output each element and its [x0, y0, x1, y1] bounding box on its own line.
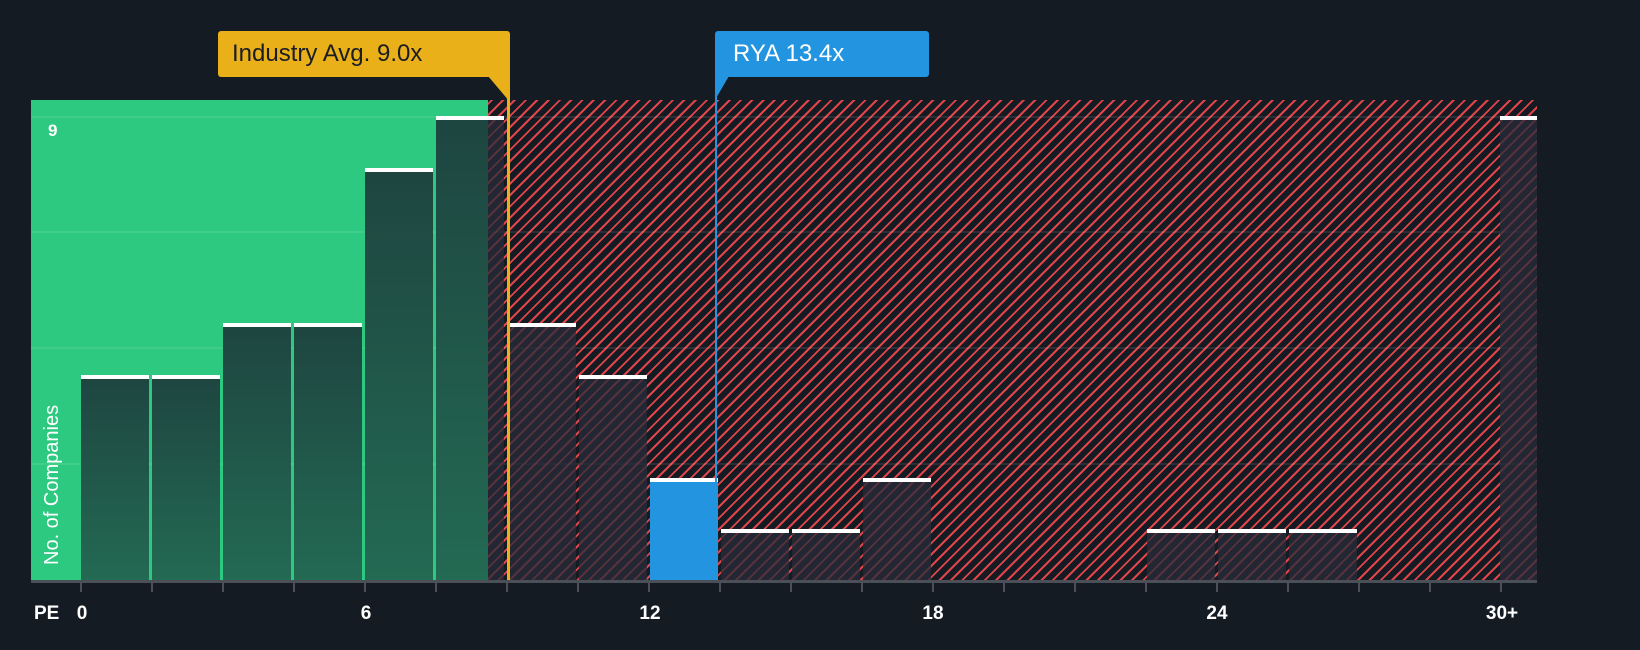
company-callout-pointer: [715, 76, 729, 100]
x-tick: [719, 583, 721, 592]
x-tick: [648, 583, 650, 592]
x-tick-label: 30+: [1485, 603, 1519, 624]
histogram-bar[interactable]: [1289, 529, 1357, 581]
gridline: [31, 231, 1537, 233]
histogram-bar[interactable]: [1147, 529, 1215, 581]
x-tick: [1074, 583, 1076, 592]
histogram-bar[interactable]: [152, 375, 220, 581]
histogram-bar[interactable]: [721, 529, 789, 581]
x-tick: [506, 583, 508, 592]
histogram-bar[interactable]: [294, 323, 362, 581]
x-tick: [151, 583, 153, 592]
x-tick: [790, 583, 792, 592]
x-tick-label: 18: [922, 603, 944, 624]
industry-average-callout: Industry Avg. 9.0x: [218, 31, 510, 77]
y-axis-title: No. of Companies: [41, 404, 63, 565]
company-pe-label: RYA 13.4x: [733, 40, 845, 67]
histogram-bar[interactable]: [436, 116, 504, 581]
histogram-bar[interactable]: [1218, 529, 1286, 581]
x-axis: [31, 580, 1537, 583]
x-tick: [1429, 583, 1431, 592]
x-tick: [861, 583, 863, 592]
y-axis-max-label: 9: [48, 121, 58, 140]
histogram-bar-30plus[interactable]: [1500, 116, 1537, 581]
x-tick: [1287, 583, 1289, 592]
gridline: [31, 463, 1537, 465]
x-tick: [1358, 583, 1360, 592]
x-tick: [1145, 583, 1147, 592]
x-tick: [293, 583, 295, 592]
x-tick-label: 6: [360, 603, 372, 624]
x-tick-label: 0: [76, 603, 88, 624]
gridline: [31, 116, 1537, 118]
x-tick: [364, 583, 366, 592]
x-tick: [435, 583, 437, 592]
x-tick: [1003, 583, 1005, 592]
x-tick-label: 24: [1206, 603, 1228, 624]
x-tick: [80, 583, 82, 592]
company-bar[interactable]: [650, 478, 718, 581]
industry-average-line: [507, 60, 510, 581]
industry-callout-pointer: [488, 76, 510, 102]
industry-average-label: Industry Avg. 9.0x: [232, 40, 423, 67]
x-tick: [932, 583, 934, 592]
x-tick: [1500, 583, 1502, 592]
histogram-bar[interactable]: [579, 375, 647, 581]
company-pe-line: [715, 75, 717, 581]
histogram-bar[interactable]: [223, 323, 291, 581]
company-callout: RYA 13.4x: [715, 31, 929, 77]
x-axis-title: PE: [34, 603, 60, 624]
histogram-bar[interactable]: [365, 168, 433, 581]
histogram-bar[interactable]: [863, 478, 931, 581]
histogram-bar[interactable]: [81, 375, 149, 581]
histogram-bar[interactable]: [508, 323, 576, 581]
x-tick: [577, 583, 579, 592]
histogram-bar[interactable]: [792, 529, 860, 581]
plot-area: [31, 100, 1537, 581]
x-tick: [1216, 583, 1218, 592]
gridline: [31, 347, 1537, 349]
histogram-bar-overflow: [488, 120, 504, 581]
x-tick-label: 12: [639, 603, 661, 624]
x-tick: [222, 583, 224, 592]
